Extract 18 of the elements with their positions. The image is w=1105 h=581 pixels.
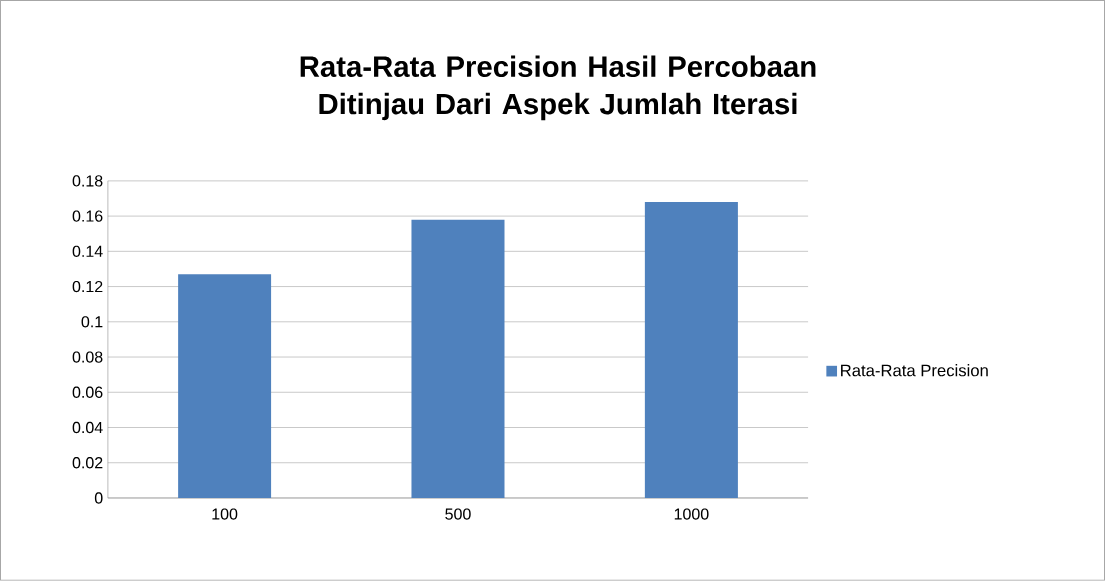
y-tick-label: 0.04	[72, 421, 103, 434]
bar	[411, 219, 505, 499]
y-tick-label: 0	[94, 492, 103, 504]
bar	[178, 274, 272, 499]
y-tick-label: 0.12	[72, 280, 103, 293]
y-tick-label: 0.1	[81, 316, 103, 328]
y-tick-label: 0.14	[72, 245, 103, 258]
bar	[644, 202, 738, 499]
y-tick-label: 0.06	[72, 386, 103, 399]
y-tick-label: 0.02	[72, 457, 103, 469]
x-tick-label: 1000	[674, 508, 709, 520]
y-tick-label: 0.08	[72, 351, 103, 363]
y-tick-label: 0.16	[72, 210, 103, 222]
y-tick-label: 0.18	[72, 175, 103, 187]
x-tick-label: 100	[212, 508, 238, 520]
x-tick-label: 500	[445, 508, 471, 520]
legend-label: Rata-Rata Precision	[841, 364, 988, 377]
chart-title: Rata-Rata Precision Hasil Percobaan Ditinjau Dari Aspek Jumlah Iterasi	[300, 55, 816, 121]
